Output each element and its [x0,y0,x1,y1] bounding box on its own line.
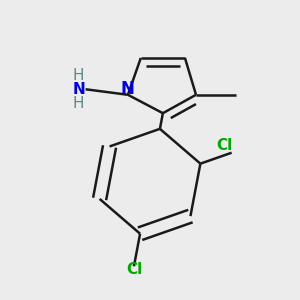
Text: N: N [73,82,85,97]
Text: Cl: Cl [216,138,232,153]
Text: N: N [121,80,135,98]
Text: H: H [72,96,84,111]
Text: Cl: Cl [126,262,142,278]
Text: H: H [72,68,84,83]
